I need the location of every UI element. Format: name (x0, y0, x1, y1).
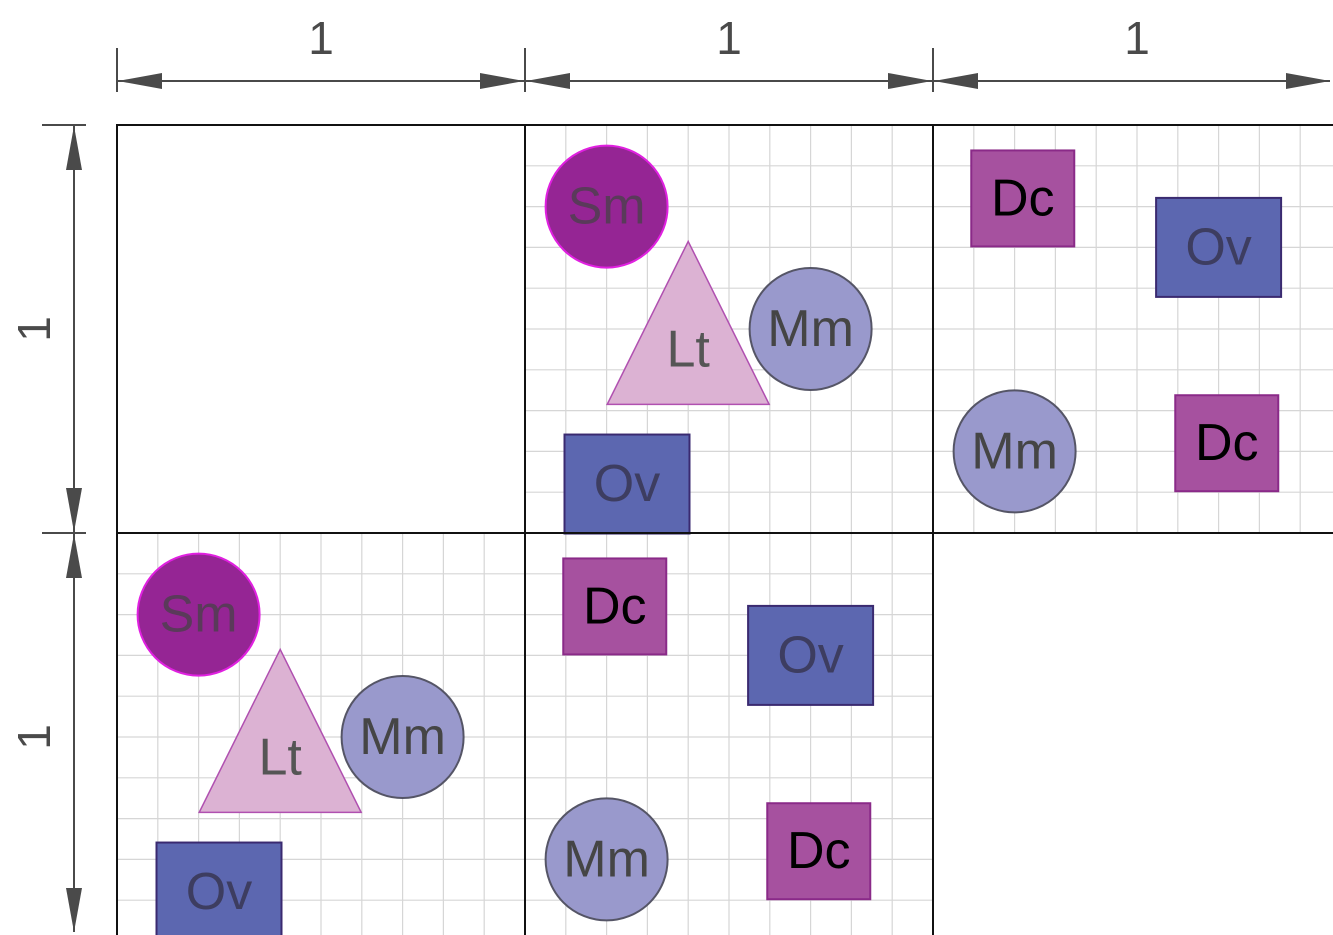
shape-layer: Sm Lt Mm Ov Dc Ov Mm Dc Sm Lt Mm Ov Dc Ov Mm Dc (136, 144, 1283, 935)
shape-label: Dc (1195, 414, 1259, 472)
shape-dc-rect: Dc (1174, 394, 1280, 493)
shape-ov-rect-wide: Ov (1155, 196, 1283, 298)
shape-label: Ov (1185, 218, 1251, 276)
shape-label: Lt (259, 728, 303, 786)
shape-dc-rect: Dc (970, 149, 1076, 248)
rect-shape (562, 557, 668, 656)
shape-lt-triangle: Lt (197, 647, 363, 814)
shape-label: Dc (991, 169, 1055, 227)
shape-dc-rect: Dc (766, 802, 872, 901)
shape-label: Mm (767, 300, 854, 358)
shape-mm-circle: Mm (544, 797, 669, 922)
row-dimension-label: 1 (8, 724, 60, 750)
circle-shape (544, 797, 669, 922)
shape-label: Ov (777, 626, 843, 684)
frame-layer (116, 124, 1333, 935)
rect-shape (970, 149, 1076, 248)
shape-mm-circle: Mm (340, 675, 465, 799)
circle-shape (952, 389, 1077, 514)
shape-label: Ov (186, 863, 252, 921)
shape-label: Mm (563, 830, 650, 888)
shape-lt-triangle: Lt (605, 239, 771, 406)
shape-label: Ov (594, 455, 660, 513)
shape-ov-rect-wide: Ov (563, 433, 691, 535)
shape-label: Sm (568, 178, 646, 236)
shape-sm-circle: Sm (544, 144, 669, 269)
shape-label: Dc (583, 577, 647, 635)
shape-label: Mm (971, 422, 1058, 480)
row-0-frame (116, 124, 1333, 534)
shape-label: Sm (160, 586, 238, 644)
column-dimension-label: 1 (308, 12, 334, 64)
rect-shape (1174, 394, 1280, 493)
circle-shape (340, 675, 465, 799)
column-dimension-label: 1 (1124, 12, 1150, 64)
shape-mm-circle: Mm (748, 267, 873, 391)
rect-shape (766, 802, 872, 901)
triangle-shape (605, 239, 771, 406)
circle-shape (136, 552, 261, 677)
minor-grid-layer (117, 125, 1333, 935)
row-dimensions: 11 (8, 124, 86, 932)
circle-shape (544, 144, 669, 269)
rect-shape (747, 604, 875, 706)
rect-shape (155, 841, 283, 935)
shape-label: Lt (667, 320, 711, 378)
shape-sm-circle: Sm (136, 552, 261, 677)
triangle-shape (197, 647, 363, 814)
column-dimensions: 1 1 1 (116, 12, 1330, 92)
dimension-layer: 1 1 111 (8, 12, 1330, 932)
shape-dc-rect: Dc (562, 557, 668, 656)
shape-ov-rect-wide: Ov (747, 604, 875, 706)
shape-ov-rect-wide: Ov (155, 841, 283, 935)
rect-shape (1155, 196, 1283, 298)
shape-label: Mm (359, 708, 446, 766)
circle-shape (748, 267, 873, 391)
shape-label: Dc (787, 822, 851, 880)
column-dimension-label: 1 (716, 12, 742, 64)
row-dimension-label: 1 (8, 316, 60, 342)
shape-mm-circle: Mm (952, 389, 1077, 514)
